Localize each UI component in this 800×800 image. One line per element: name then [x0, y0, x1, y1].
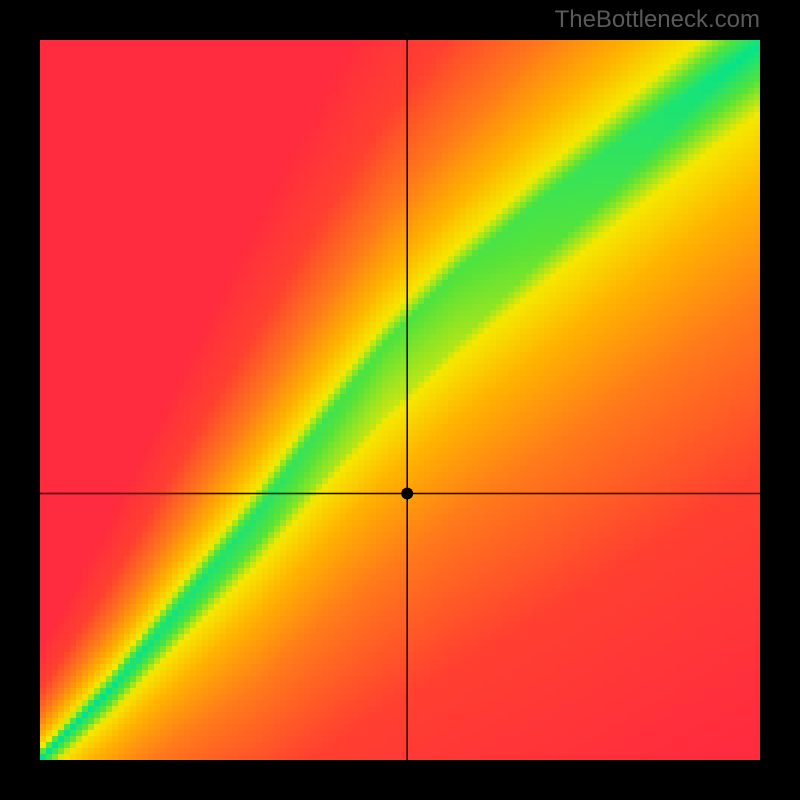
- heatmap-canvas: [40, 40, 760, 760]
- watermark-text: TheBottleneck.com: [555, 6, 760, 34]
- heatmap-plot: [40, 40, 760, 760]
- chart-container: TheBottleneck.com: [0, 0, 800, 800]
